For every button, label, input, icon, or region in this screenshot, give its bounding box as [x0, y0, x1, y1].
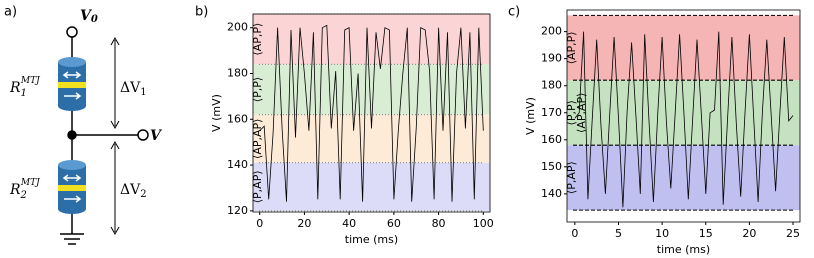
r1-label: R1 MTJ [9, 76, 41, 99]
band-label: ⟨AP,P⟩ [565, 31, 578, 64]
label: ΔV [120, 182, 141, 198]
y-tick-label: 190 [541, 52, 562, 65]
x-tick-label: 25 [786, 227, 800, 240]
y-tick-label: 140 [541, 187, 562, 200]
band-label: ⟨P,P⟩ [251, 77, 264, 102]
panel-label: a) [4, 5, 17, 20]
dv2-label: ΔV2 [120, 182, 147, 200]
band [253, 64, 490, 115]
x-tick-label: 10 [655, 227, 669, 240]
y-tick-label: 140 [227, 158, 248, 171]
dv1-label: ΔV1 [120, 80, 147, 98]
mtj-2 [58, 160, 86, 214]
band-label: ⟨P,P⟩ [565, 100, 578, 125]
subscript: 1 [21, 88, 27, 99]
plot-frame [566, 9, 801, 223]
y-tick-label: 200 [541, 25, 562, 38]
subscript: 2 [20, 190, 27, 201]
x-tick-label: 20 [297, 217, 311, 230]
superscript: MTJ [20, 76, 41, 86]
band [253, 14, 490, 65]
label: R [9, 182, 21, 198]
band-label: ⟨P,AP⟩ [565, 161, 578, 194]
band [567, 15, 800, 81]
r2-label: R2 MTJ [9, 178, 41, 201]
subscript: 2 [140, 189, 146, 200]
y-tick-label: 120 [227, 204, 248, 217]
trace [259, 24, 484, 202]
superscript: MTJ [20, 178, 41, 188]
label: ΔV [120, 80, 141, 96]
y-tick-label: 180 [541, 79, 562, 92]
subscript: 0 [91, 14, 98, 25]
x-tick-label: 40 [342, 217, 356, 230]
x-tick-label: 20 [742, 227, 756, 240]
band-label: ⟨P,AP⟩ [251, 170, 264, 203]
y-axis-label: V (mV) [210, 94, 223, 132]
y-tick-label: 150 [541, 160, 562, 173]
band-label: ⟨AP,P⟩ [251, 23, 264, 56]
x-tick-label: 5 [615, 227, 622, 240]
panel-label: c) [508, 5, 520, 20]
y-axis-label: V (mV) [524, 97, 537, 135]
x-axis-label: time (ms) [657, 243, 710, 256]
subscript: 1 [140, 87, 146, 98]
y-tick-label: 180 [227, 67, 248, 80]
y-tick-label: 170 [541, 106, 562, 119]
x-tick-label: 80 [432, 217, 446, 230]
x-axis-label: time (ms) [345, 233, 398, 246]
plot-frame [252, 13, 491, 213]
band-label: ⟨AP,AP⟩ [575, 93, 588, 133]
mtj-1 [58, 57, 86, 111]
band [567, 145, 800, 211]
label: V [80, 8, 93, 24]
band-label: ⟨AP,AP⟩ [251, 119, 264, 159]
v0-label: V0 [80, 8, 98, 25]
x-tick-label: 0 [571, 227, 578, 240]
panel-label: b) [195, 5, 208, 20]
x-tick-label: 100 [473, 217, 494, 230]
x-tick-label: 0 [256, 217, 263, 230]
y-tick-label: 200 [227, 21, 248, 34]
diagram [60, 26, 149, 245]
x-tick-label: 60 [387, 217, 401, 230]
y-tick-label: 160 [227, 112, 248, 125]
x-tick-label: 15 [699, 227, 713, 240]
label: R [9, 80, 21, 96]
trace [574, 31, 794, 208]
y-tick-label: 160 [541, 133, 562, 146]
band [253, 162, 490, 211]
output-label: V [150, 128, 163, 144]
